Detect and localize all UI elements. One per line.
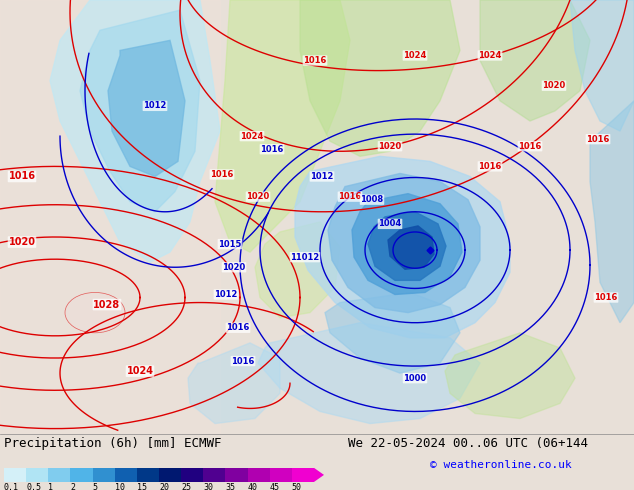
Text: 20: 20 — [159, 483, 169, 490]
Text: 1016: 1016 — [231, 357, 255, 366]
Text: 0.1: 0.1 — [4, 483, 19, 490]
Bar — [226, 468, 247, 482]
Bar — [26, 468, 48, 482]
Text: © weatheronline.co.uk: © weatheronline.co.uk — [430, 460, 572, 470]
Text: 1016: 1016 — [519, 142, 541, 151]
Bar — [48, 468, 70, 482]
Text: 1004: 1004 — [378, 220, 401, 228]
Polygon shape — [188, 343, 280, 423]
Text: 35: 35 — [226, 483, 235, 490]
Text: 0.5: 0.5 — [26, 483, 41, 490]
Polygon shape — [314, 468, 324, 482]
Polygon shape — [480, 0, 590, 121]
Polygon shape — [328, 173, 480, 313]
Bar — [159, 468, 181, 482]
Text: 11012: 11012 — [290, 253, 320, 262]
Polygon shape — [80, 10, 200, 212]
Polygon shape — [108, 40, 185, 176]
Text: 2: 2 — [70, 483, 75, 490]
Bar — [115, 468, 137, 482]
Text: 1024: 1024 — [240, 132, 264, 141]
Text: 50: 50 — [292, 483, 302, 490]
Bar — [269, 468, 292, 482]
Text: 1016: 1016 — [8, 172, 36, 181]
Text: 1015: 1015 — [218, 240, 242, 248]
Text: 1016: 1016 — [261, 145, 283, 154]
Text: 1012: 1012 — [143, 101, 167, 110]
Text: 1020: 1020 — [247, 192, 269, 201]
Text: 1016: 1016 — [478, 162, 501, 171]
Text: 1020: 1020 — [542, 81, 566, 90]
Polygon shape — [352, 194, 462, 294]
Text: 1016: 1016 — [339, 192, 361, 201]
Bar — [181, 468, 204, 482]
Polygon shape — [295, 156, 510, 338]
Bar — [70, 468, 93, 482]
Polygon shape — [445, 333, 575, 418]
Text: 1024: 1024 — [127, 366, 153, 376]
Polygon shape — [368, 212, 446, 280]
Polygon shape — [255, 222, 340, 318]
Bar — [4, 468, 26, 482]
Text: 1024: 1024 — [478, 51, 501, 60]
Text: 1016: 1016 — [226, 323, 250, 332]
Bar — [292, 468, 314, 482]
Text: 1020: 1020 — [223, 263, 245, 272]
Text: 1: 1 — [48, 483, 53, 490]
Bar — [247, 468, 269, 482]
Text: 40: 40 — [247, 483, 257, 490]
Polygon shape — [590, 101, 634, 323]
Text: 5: 5 — [93, 483, 98, 490]
Text: Precipitation (6h) [mm] ECMWF: Precipitation (6h) [mm] ECMWF — [4, 437, 221, 450]
Text: 1000: 1000 — [403, 374, 427, 383]
Text: We 22-05-2024 00..06 UTC (06+144: We 22-05-2024 00..06 UTC (06+144 — [348, 437, 588, 450]
Polygon shape — [388, 226, 434, 270]
Text: 45: 45 — [269, 483, 280, 490]
Text: 10: 10 — [115, 483, 125, 490]
Bar — [137, 468, 159, 482]
Polygon shape — [258, 323, 480, 423]
Bar — [204, 468, 226, 482]
Text: 1012: 1012 — [214, 290, 238, 299]
Polygon shape — [325, 293, 460, 373]
Text: 30: 30 — [204, 483, 213, 490]
Polygon shape — [50, 0, 220, 262]
Bar — [93, 468, 115, 482]
Polygon shape — [300, 0, 460, 156]
Text: 1008: 1008 — [361, 195, 384, 204]
Ellipse shape — [65, 293, 125, 333]
Text: 1028: 1028 — [93, 299, 120, 310]
Text: 1020: 1020 — [8, 237, 36, 247]
Text: 1016: 1016 — [303, 56, 327, 65]
Text: 1016: 1016 — [210, 170, 234, 179]
Text: 1012: 1012 — [310, 172, 333, 181]
Text: 25: 25 — [181, 483, 191, 490]
Text: 1016: 1016 — [594, 293, 618, 302]
Polygon shape — [215, 0, 350, 252]
Text: 1024: 1024 — [403, 51, 427, 60]
Text: 1016: 1016 — [586, 135, 610, 144]
Text: 15: 15 — [137, 483, 147, 490]
Polygon shape — [570, 0, 634, 131]
Text: 1020: 1020 — [378, 142, 401, 151]
